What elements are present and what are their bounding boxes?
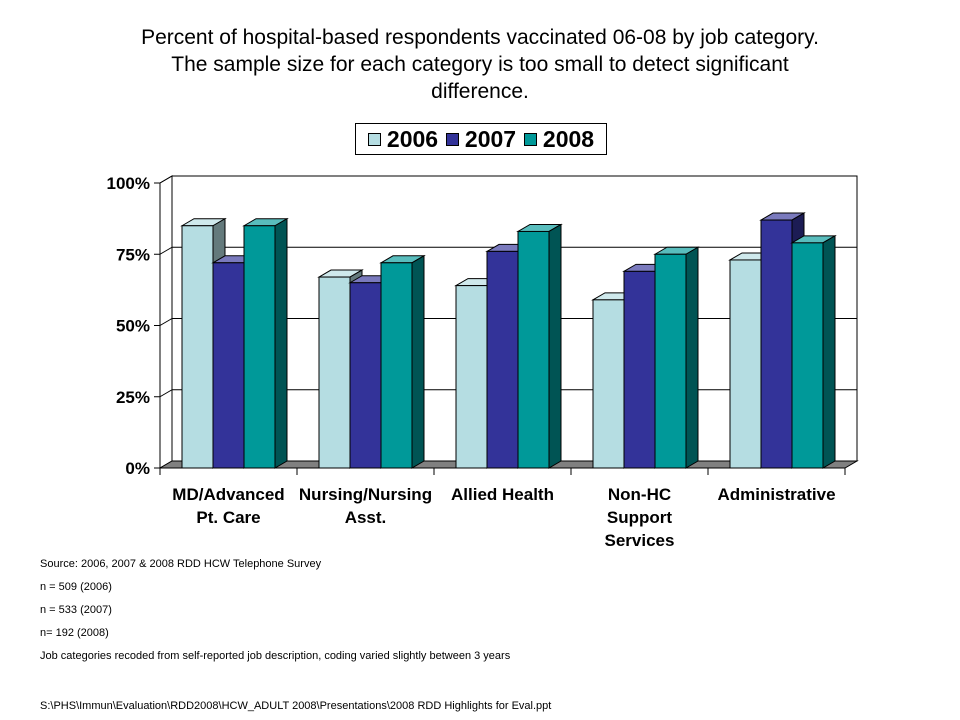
- file-path: S:\PHS\Immun\Evaluation\RDD2008\HCW_ADUL…: [40, 700, 552, 712]
- bar-2008: [243, 225, 276, 469]
- gridline-depth: [159, 389, 173, 398]
- legend-label: 2007: [464, 125, 517, 152]
- y-tick-label: 0%: [125, 459, 150, 478]
- bar-2007: [486, 250, 519, 469]
- x-category-label: Administrative: [717, 485, 835, 504]
- legend-item-2006: 2006: [367, 125, 439, 153]
- gridline-depth: [159, 175, 173, 184]
- coding-note: Job categories recoded from self-reporte…: [40, 650, 511, 662]
- y-tick-label: 25%: [116, 388, 150, 407]
- sample-size-note: n = 509 (2006): [40, 581, 112, 593]
- bar-2008: [380, 262, 413, 469]
- bar-2008: [654, 253, 687, 469]
- legend-swatch: [523, 132, 537, 146]
- bar-2006: [729, 259, 762, 469]
- y-tick-label: 75%: [116, 245, 150, 264]
- legend-item-2007: 2007: [445, 125, 517, 153]
- y-tick-label: 50%: [116, 317, 150, 336]
- bar-2007: [212, 262, 245, 469]
- legend-item-2008: 2008: [523, 125, 595, 153]
- bar-2006: [455, 285, 488, 469]
- x-category-label: MD/Advanced Pt. Care: [172, 485, 284, 527]
- bar-2007: [623, 270, 656, 469]
- title-line: Percent of hospital-based respondents va…: [141, 26, 819, 49]
- bar-2008: [517, 230, 550, 469]
- x-category-label: Nursing/Nursing Asst.: [299, 485, 432, 527]
- bar-2007: [760, 219, 793, 469]
- x-category-label: Allied Health: [451, 485, 554, 504]
- bar-side: [685, 246, 699, 469]
- bar-side: [822, 234, 836, 469]
- y-tick-label: 100%: [107, 174, 150, 193]
- bar-2006: [181, 225, 214, 469]
- chart-footer: Source: 2006, 2007 & 2008 RDD HCW Teleph…: [40, 556, 551, 712]
- bar-side: [274, 217, 288, 469]
- bar-chart: 0% 25% 50% 75% 100% MD/Advanced Pt. Care Nursin…: [107, 174, 859, 550]
- chart-title: Percent of hospital-based respondents va…: [60, 24, 900, 105]
- chart-legend: 2006 2007 2008: [355, 123, 607, 155]
- bar-2008: [791, 242, 824, 469]
- bar-2006: [592, 299, 625, 469]
- bar-2006: [318, 276, 351, 469]
- legend-label: 2008: [542, 125, 595, 152]
- gridline-depth: [159, 318, 173, 326]
- bar-side: [411, 254, 425, 469]
- bar-side: [548, 223, 562, 469]
- sample-size-note: n = 533 (2007): [40, 604, 112, 616]
- source-note: Source: 2006, 2007 & 2008 RDD HCW Teleph…: [40, 558, 322, 570]
- title-line: difference.: [431, 80, 529, 103]
- legend-swatch: [445, 132, 459, 146]
- legend-label: 2006: [386, 125, 439, 152]
- sample-size-note: n= 192 (2008): [40, 627, 109, 639]
- gridline-depth: [159, 246, 173, 255]
- bar-2007: [349, 282, 382, 469]
- legend-swatch: [367, 132, 381, 146]
- title-line: The sample size for each category is too…: [171, 53, 789, 76]
- x-category-label: Non-HC Support Services: [605, 485, 675, 550]
